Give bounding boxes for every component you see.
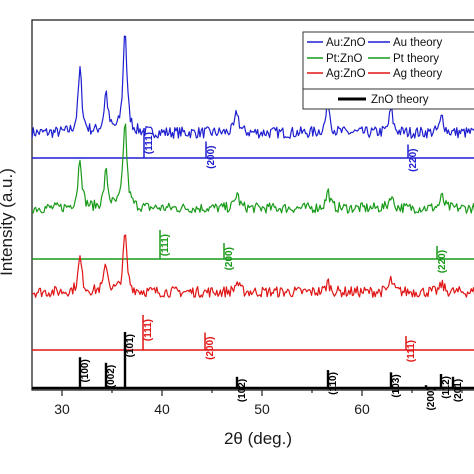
x-axis-title: 2θ (deg.): [224, 429, 292, 448]
reference-label: (111): [160, 234, 171, 256]
legend-label-au-theory: Au theory: [393, 37, 442, 49]
reference-label: (201): [453, 379, 464, 402]
legend-label-ag-zno: Ag:ZnO: [326, 68, 366, 80]
reference-label: (111): [144, 132, 155, 154]
x-tick-label: 50: [254, 401, 270, 417]
series-pt-zno: [31, 123, 474, 214]
reference-label: (102): [237, 379, 248, 402]
legend-label-zno-theory: ZnO theory: [371, 94, 429, 106]
reference-zno-theory: (100) (002) (101) (102) (110) (103) (200) (112)…: [32, 332, 474, 411]
legend: Au:ZnO Au theory Pt:ZnO Pt theory Ag:ZnO…: [302, 31, 474, 110]
series-ag-zno: [31, 234, 474, 298]
reference-pt-theory: (111) (200) (220): [32, 230, 474, 273]
series-au-zno: [31, 35, 474, 139]
reference-lines: (111) (200) (220) (111) (200) (220) (111) (200)…: [32, 128, 474, 411]
reference-label: (200): [224, 247, 235, 270]
reference-ag-theory: (111) (200) (111): [32, 315, 474, 362]
reference-label: (220): [437, 250, 448, 273]
reference-label: (002): [106, 365, 117, 388]
x-tick-label: 30: [54, 401, 70, 417]
xrd-series: [31, 35, 474, 298]
reference-label: (200): [205, 337, 216, 360]
reference-au-theory: (111) (200) (220): [32, 128, 474, 172]
legend-label-pt-zno: Pt:ZnO: [326, 53, 362, 65]
legend-box: [302, 31, 474, 110]
legend-label-au-zno: Au:ZnO: [326, 37, 366, 49]
x-axis: 30 40 50 60: [54, 390, 463, 417]
reference-label: (110): [328, 372, 339, 395]
legend-label-ag-theory: Ag theory: [393, 68, 442, 80]
y-axis-title: Intensity (a.u.): [0, 168, 16, 276]
reference-label: (111): [143, 319, 154, 341]
x-tick-label: 40: [154, 401, 170, 417]
reference-label: (101): [125, 334, 136, 357]
reference-label: (220): [408, 149, 419, 172]
x-tick-label: 60: [354, 401, 370, 417]
reference-label: (103): [391, 374, 402, 397]
reference-label: (100): [80, 359, 91, 382]
reference-label: (112): [441, 376, 452, 399]
reference-label: (200): [426, 387, 437, 410]
legend-label-pt-theory: Pt theory: [393, 53, 439, 65]
reference-label: (111): [406, 340, 417, 362]
reference-label: (200): [206, 146, 217, 169]
